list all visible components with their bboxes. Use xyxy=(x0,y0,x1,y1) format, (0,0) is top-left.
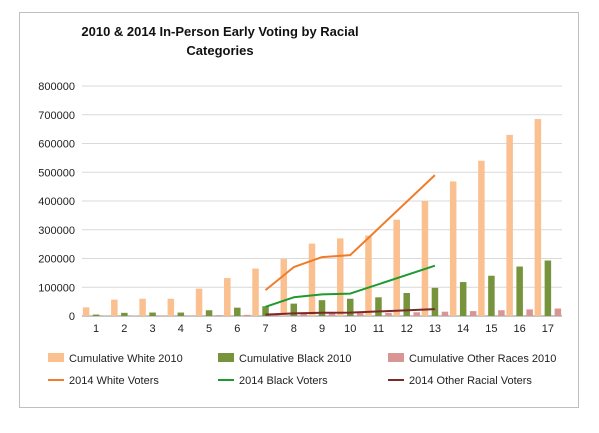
x-tick-label: 10 xyxy=(344,323,356,335)
bar xyxy=(244,314,251,316)
bar xyxy=(300,313,308,316)
y-tick-label: 100000 xyxy=(38,282,75,294)
bar xyxy=(290,303,298,316)
x-tick-label: 7 xyxy=(262,323,268,335)
bar xyxy=(262,306,269,316)
bar xyxy=(139,298,146,316)
bar xyxy=(149,312,156,316)
series-line xyxy=(265,264,436,308)
y-tick-label: 200000 xyxy=(38,254,75,266)
chart-frame xyxy=(19,12,579,408)
bar xyxy=(252,268,259,316)
bar xyxy=(534,119,542,316)
x-tick-label: 3 xyxy=(150,323,156,335)
bar xyxy=(82,307,90,316)
x-tick-label: 11 xyxy=(373,323,384,335)
bar xyxy=(516,266,523,316)
bar xyxy=(177,312,185,316)
bar xyxy=(459,282,467,316)
legend-label: Cumulative Black 2010 xyxy=(239,353,352,365)
bar xyxy=(431,287,439,316)
y-tick-label: 800000 xyxy=(38,81,75,93)
y-tick-label: 600000 xyxy=(38,139,75,151)
legend-label: 2014 Other Racial Voters xyxy=(409,375,532,387)
y-tick-label: 700000 xyxy=(38,110,75,122)
x-tick-label: 13 xyxy=(429,323,441,335)
y-tick-label: 500000 xyxy=(38,167,75,179)
bar xyxy=(554,308,562,316)
x-tick-label: 9 xyxy=(319,323,325,335)
legend-label: 2014 Black Voters xyxy=(239,375,328,387)
bar xyxy=(449,181,457,316)
x-tick-label: 17 xyxy=(542,323,554,335)
legend: Cumulative White 2010 Cumulative Black 20… xyxy=(48,353,556,387)
x-tick-label: 8 xyxy=(291,323,297,335)
bar xyxy=(488,275,495,316)
bar xyxy=(318,300,326,316)
x-axis-ticks: 1 2 3 4 5 6 7 8 9 10 11 12 13 14 15 16 17 xyxy=(93,323,554,335)
bar xyxy=(111,299,118,316)
x-tick-label: 1 xyxy=(93,323,99,335)
bar xyxy=(365,235,372,316)
y-tick-label: 0 xyxy=(69,311,75,323)
legend-label: 2014 White Voters xyxy=(69,375,159,387)
y-tick-label: 400000 xyxy=(38,196,75,208)
bar xyxy=(215,315,223,316)
bar xyxy=(205,310,213,316)
x-tick-label: 2 xyxy=(121,323,127,335)
bar xyxy=(526,309,533,316)
x-tick-label: 16 xyxy=(514,323,526,335)
bars xyxy=(82,119,562,316)
lines xyxy=(264,174,436,316)
series-line xyxy=(265,308,435,316)
legend-swatch xyxy=(48,353,64,362)
bar xyxy=(441,311,449,316)
bar xyxy=(375,297,382,316)
bar xyxy=(336,238,344,316)
bar xyxy=(224,278,231,316)
chart-title: 2010 & 2014 In-Person Early Voting by Ra… xyxy=(81,24,359,58)
bar xyxy=(413,312,420,316)
bar xyxy=(498,310,505,316)
bar xyxy=(280,259,288,316)
x-tick-label: 6 xyxy=(234,323,240,335)
legend-label: Cumulative Other Races 2010 xyxy=(409,353,556,365)
legend-label: Cumulative White 2010 xyxy=(69,353,183,365)
bar xyxy=(478,160,485,316)
bar xyxy=(234,307,241,316)
bar xyxy=(159,315,166,316)
legend-swatch xyxy=(218,353,234,362)
bar xyxy=(346,298,354,316)
bar xyxy=(328,313,336,316)
bar xyxy=(187,315,195,316)
bar xyxy=(121,312,128,316)
y-axis-ticks: 0 100000 200000 300000 400000 500000 600000 700… xyxy=(38,81,75,323)
bar xyxy=(506,134,513,316)
x-tick-label: 15 xyxy=(485,323,497,335)
bar xyxy=(544,260,552,316)
x-tick-label: 5 xyxy=(206,323,212,335)
bar xyxy=(356,313,364,316)
bar xyxy=(195,288,203,316)
y-tick-label: 300000 xyxy=(38,225,75,237)
legend-swatch xyxy=(388,353,404,362)
bar xyxy=(403,293,410,316)
x-tick-label: 14 xyxy=(457,323,469,335)
bar xyxy=(167,298,175,316)
x-tick-label: 12 xyxy=(401,323,413,335)
bar xyxy=(393,219,400,316)
bar xyxy=(421,201,429,316)
bar xyxy=(469,311,477,316)
bar xyxy=(308,243,316,316)
bar xyxy=(385,312,392,316)
x-tick-label: 4 xyxy=(178,323,184,335)
bar xyxy=(92,314,100,316)
series-line xyxy=(264,174,436,291)
